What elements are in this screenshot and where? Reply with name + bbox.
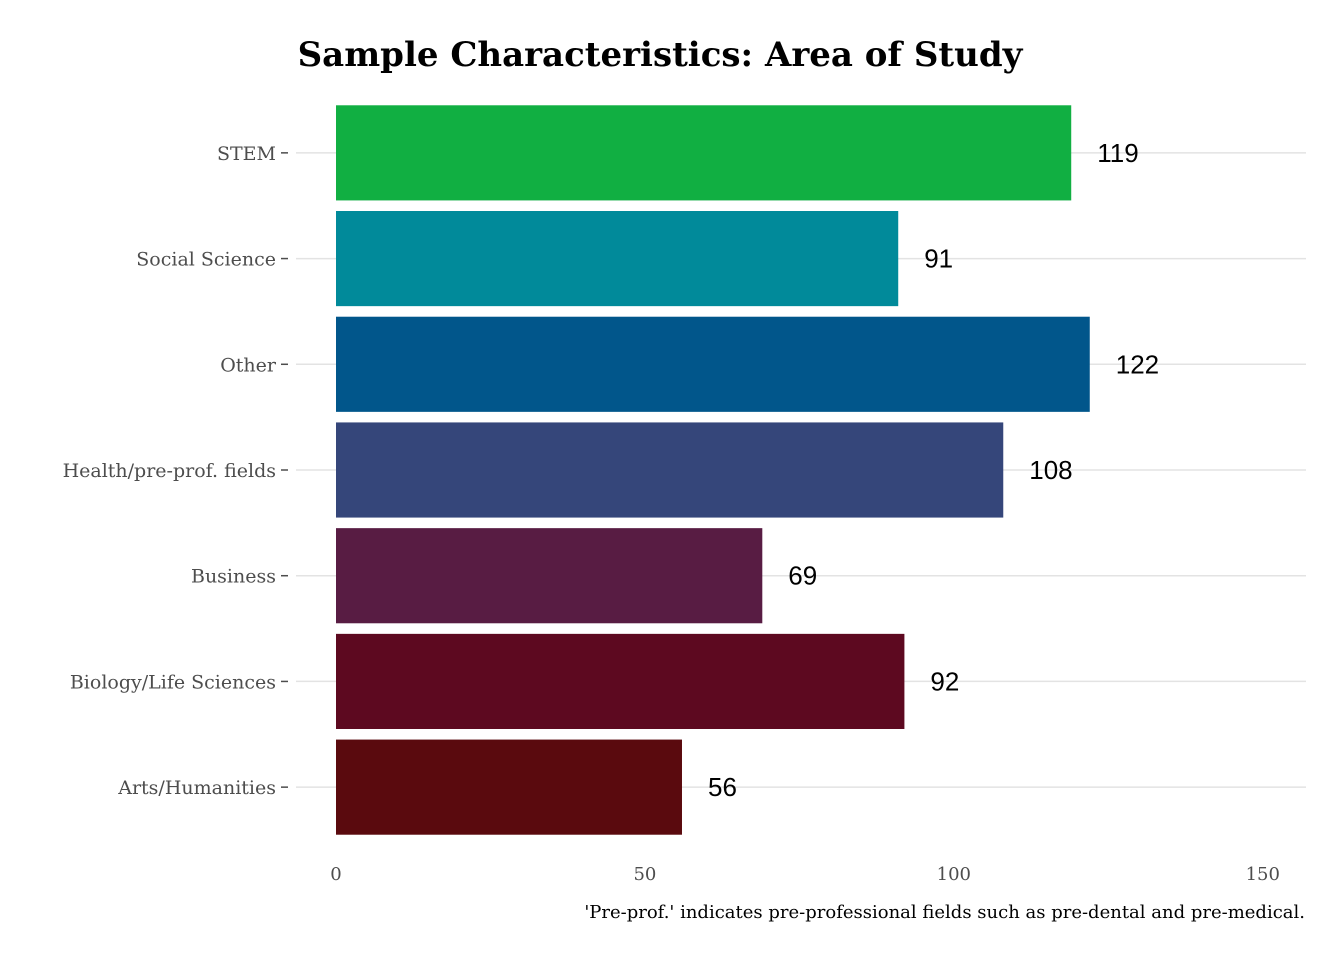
bar-stem — [336, 105, 1072, 201]
value-labels: 119 91 122 108 69 92 56 — [708, 138, 1159, 802]
category-label-business: Business — [191, 566, 276, 588]
x-tick-label-50: 50 — [633, 864, 656, 885]
chart-title: Sample Characteristics: Area of Study — [298, 35, 1024, 75]
value-label-business: 69 — [788, 561, 817, 591]
x-tick-label-0: 0 — [330, 864, 341, 885]
value-label-other: 122 — [1116, 349, 1159, 379]
chart-caption: 'Pre-prof.' indicates pre-professional f… — [584, 902, 1305, 923]
category-label-health-pre-prof-fields: Health/pre-prof. fields — [63, 460, 276, 482]
value-label-biology-life-sciences: 92 — [930, 666, 959, 696]
bar-business — [336, 528, 763, 624]
value-label-arts-humanities: 56 — [708, 772, 737, 802]
bar-other — [336, 316, 1090, 412]
category-label-biology-life-sciences: Biology/Life Sciences — [70, 671, 276, 693]
y-axis: STEM Social Science Other Health/pre-prof. … — [63, 143, 288, 799]
x-tick-label-100: 100 — [937, 864, 971, 885]
category-label-stem: STEM — [217, 143, 276, 165]
bars — [336, 105, 1090, 835]
value-label-stem: 119 — [1097, 138, 1138, 168]
category-label-arts-humanities: Arts/Humanities — [117, 777, 276, 799]
value-label-health-pre-prof-fields: 108 — [1029, 455, 1072, 485]
bar-arts-humanities — [336, 739, 682, 835]
bar-health-pre-prof-fields — [336, 422, 1004, 518]
category-label-social-science: Social Science — [136, 249, 276, 271]
value-label-social-science: 91 — [924, 244, 953, 274]
x-axis: 0 50 100 150 — [330, 864, 1280, 885]
bar-biology-life-sciences — [336, 633, 905, 729]
x-tick-label-150: 150 — [1246, 864, 1280, 885]
category-label-other: Other — [220, 354, 277, 376]
bar-social-science — [336, 211, 899, 307]
